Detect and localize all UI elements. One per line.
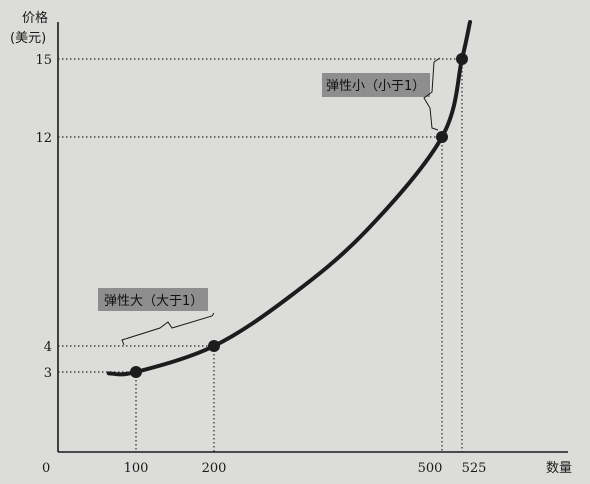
y-axis-title-line2: (美元) <box>10 31 46 46</box>
callout-elastic: 弹性大（大于1） <box>98 288 215 346</box>
data-point-2 <box>436 131 448 143</box>
callout-inelastic-brace <box>423 57 441 131</box>
callout-elastic-label: 弹性大（大于1） <box>104 294 203 309</box>
callout-inelastic-label: 弹性小（小于1） <box>326 79 425 94</box>
y-tick-label: 4 <box>44 340 52 355</box>
demand-curve <box>106 20 472 377</box>
origin-label: 0 <box>42 461 50 476</box>
y-tick-label: 15 <box>35 53 52 68</box>
x-tick-label: 200 <box>202 461 227 476</box>
callout-elastic-brace <box>121 312 215 346</box>
callout-inelastic: 弹性小（小于1） <box>322 57 441 131</box>
x-tick-label: 525 <box>462 461 487 476</box>
callout-elastic-box <box>98 288 208 311</box>
y-tick-label: 3 <box>44 366 52 381</box>
data-points <box>130 53 468 378</box>
callout-inelastic-box <box>322 73 430 97</box>
x-tick-label: 500 <box>418 461 443 476</box>
x-axis-title: 数量 <box>546 461 572 476</box>
data-point-0 <box>130 366 142 378</box>
guide-lines <box>58 58 463 452</box>
y-tick-label: 12 <box>35 131 52 146</box>
data-point-3 <box>456 53 468 65</box>
y-axis-title-line1: 价格 <box>22 10 48 26</box>
data-point-1 <box>208 340 220 352</box>
tick-labels: 100 200 500 525 3 4 12 15 <box>35 53 486 476</box>
x-tick-label: 100 <box>124 461 149 476</box>
